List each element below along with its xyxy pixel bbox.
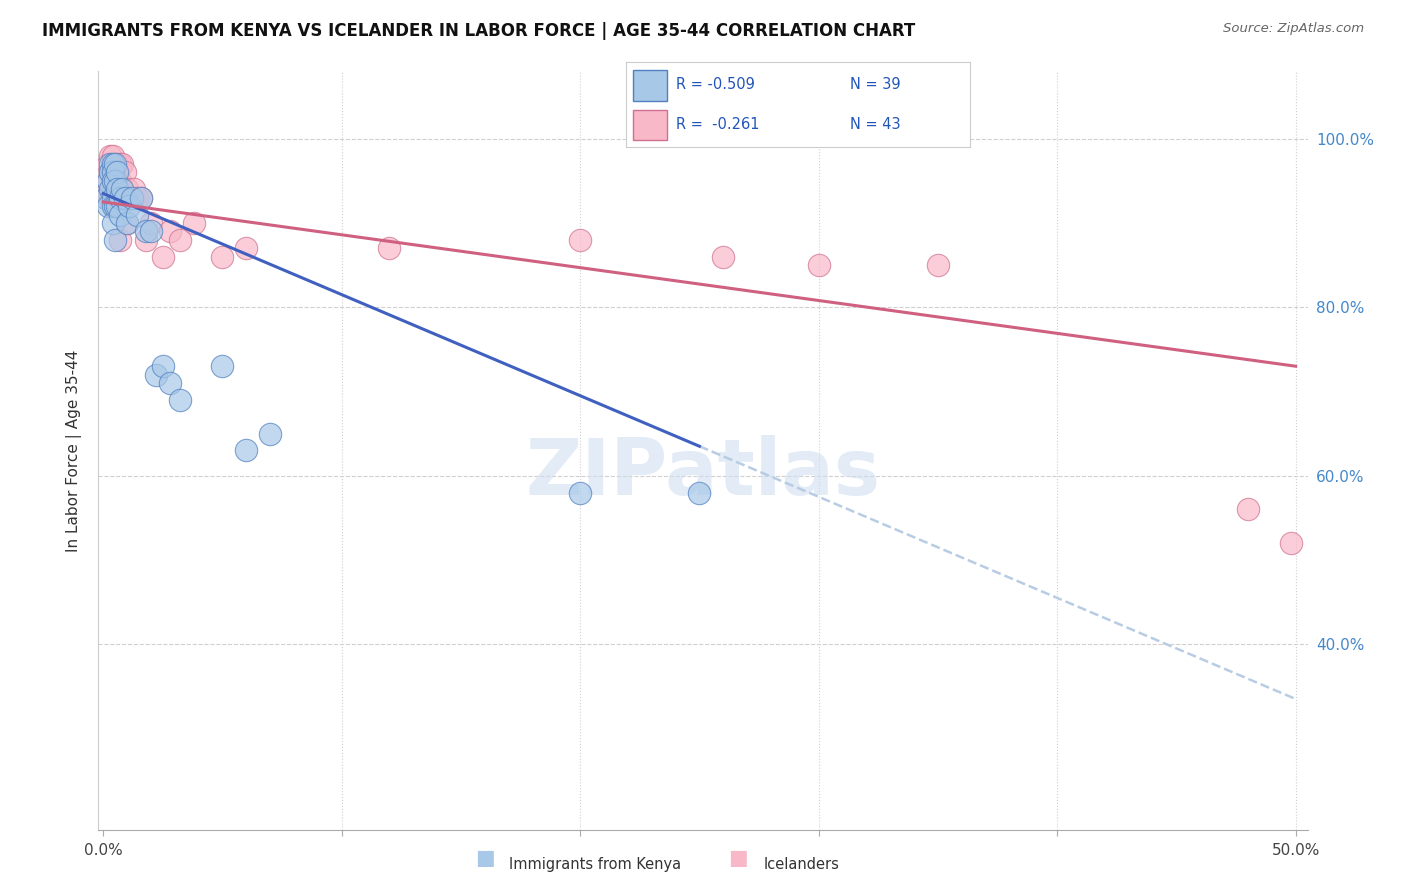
- Point: [235, 241, 257, 255]
- Point: [101, 165, 124, 179]
- Point: [125, 191, 148, 205]
- Point: [97, 174, 120, 188]
- Point: [688, 485, 710, 500]
- Point: [159, 224, 181, 238]
- Point: [104, 165, 127, 179]
- Text: Icelanders: Icelanders: [763, 857, 839, 872]
- Point: [1279, 536, 1302, 550]
- Point: [711, 250, 734, 264]
- Point: [121, 191, 143, 205]
- Text: N = 39: N = 39: [849, 78, 900, 93]
- Point: [101, 174, 124, 188]
- Point: [169, 392, 191, 407]
- Point: [107, 165, 129, 179]
- Point: [114, 165, 136, 179]
- Point: [101, 216, 124, 230]
- Point: [131, 191, 153, 205]
- Point: [135, 224, 157, 238]
- Point: [98, 165, 121, 179]
- Point: [211, 250, 233, 264]
- Point: [97, 199, 120, 213]
- Point: [152, 359, 174, 374]
- Point: [569, 233, 592, 247]
- Y-axis label: In Labor Force | Age 35-44: In Labor Force | Age 35-44: [66, 350, 82, 551]
- Point: [104, 199, 127, 213]
- Point: [259, 426, 281, 441]
- Text: N = 43: N = 43: [849, 117, 900, 132]
- Point: [135, 233, 157, 247]
- Text: ■: ■: [475, 848, 495, 868]
- Point: [98, 191, 121, 205]
- Point: [111, 182, 134, 196]
- Point: [131, 191, 153, 205]
- Point: [169, 233, 191, 247]
- Point: [118, 191, 141, 205]
- Point: [108, 233, 131, 247]
- Point: [98, 157, 121, 171]
- Text: ZIPatlas: ZIPatlas: [526, 435, 880, 511]
- Point: [115, 216, 138, 230]
- Point: [139, 216, 162, 230]
- Point: [211, 359, 233, 374]
- Point: [98, 182, 121, 196]
- Point: [107, 182, 129, 196]
- Point: [114, 191, 136, 205]
- Point: [104, 182, 127, 196]
- Point: [101, 199, 124, 213]
- Point: [111, 157, 134, 171]
- Point: [108, 191, 131, 205]
- Point: [104, 174, 127, 188]
- Text: Source: ZipAtlas.com: Source: ZipAtlas.com: [1223, 22, 1364, 36]
- Point: [104, 157, 127, 171]
- Point: [108, 174, 131, 188]
- Point: [159, 376, 181, 390]
- Point: [101, 157, 124, 171]
- Text: Immigrants from Kenya: Immigrants from Kenya: [509, 857, 681, 872]
- Point: [98, 165, 121, 179]
- Point: [107, 191, 129, 205]
- Point: [927, 258, 949, 272]
- Point: [101, 182, 124, 196]
- Point: [569, 485, 592, 500]
- Point: [235, 443, 257, 458]
- Point: [807, 258, 830, 272]
- Point: [104, 233, 127, 247]
- Point: [122, 182, 145, 196]
- Point: [107, 157, 129, 171]
- Point: [107, 174, 129, 188]
- Point: [101, 148, 124, 162]
- Point: [183, 216, 205, 230]
- Text: R = -0.509: R = -0.509: [676, 78, 755, 93]
- Point: [108, 157, 131, 171]
- Point: [98, 148, 121, 162]
- Point: [378, 241, 401, 255]
- Point: [1237, 502, 1260, 516]
- FancyBboxPatch shape: [633, 70, 666, 101]
- Point: [115, 182, 138, 196]
- Point: [94, 191, 117, 205]
- Point: [111, 191, 134, 205]
- Point: [101, 191, 124, 205]
- Point: [107, 199, 129, 213]
- Point: [101, 165, 124, 179]
- Text: ■: ■: [728, 848, 748, 868]
- Point: [139, 224, 162, 238]
- Point: [118, 199, 141, 213]
- Point: [152, 250, 174, 264]
- Point: [121, 191, 143, 205]
- Point: [115, 216, 138, 230]
- Point: [108, 208, 131, 222]
- Point: [104, 199, 127, 213]
- Point: [94, 191, 117, 205]
- FancyBboxPatch shape: [633, 110, 666, 140]
- Point: [145, 368, 167, 382]
- Text: IMMIGRANTS FROM KENYA VS ICELANDER IN LABOR FORCE | AGE 35-44 CORRELATION CHART: IMMIGRANTS FROM KENYA VS ICELANDER IN LA…: [42, 22, 915, 40]
- Point: [97, 174, 120, 188]
- Point: [97, 157, 120, 171]
- Text: R =  -0.261: R = -0.261: [676, 117, 759, 132]
- Point: [125, 208, 148, 222]
